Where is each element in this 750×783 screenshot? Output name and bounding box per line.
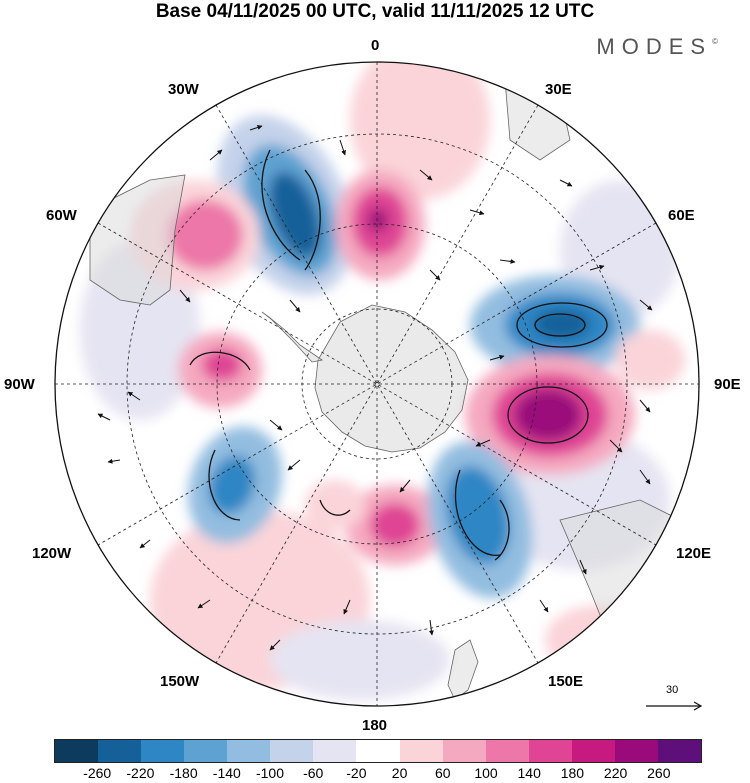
wind-vectors <box>97 125 653 651</box>
modes-logo: MODES© <box>596 34 718 60</box>
colorbar-swatch <box>356 740 400 762</box>
colorbar-swatch <box>98 740 142 762</box>
copyright-mark: © <box>712 36 718 46</box>
colorbar-tick-label: 260 <box>647 765 671 781</box>
lon-label-30e: 30E <box>545 81 572 98</box>
colorbar-swatch <box>614 740 658 762</box>
chart-title: Base 04/11/2025 00 UTC, valid 11/11/2025… <box>155 1 595 22</box>
lon-label-60e: 60E <box>668 207 695 224</box>
brand-text: MODES <box>596 34 713 59</box>
colorbar-tick-label: -260 <box>83 765 112 781</box>
lon-label-90w: 90W <box>4 376 35 393</box>
lon-label-180: 180 <box>362 717 388 734</box>
colorbar-tick-label: -140 <box>212 765 241 781</box>
colorbar-swatch <box>313 740 357 762</box>
colorbar-tick-label: -100 <box>255 765 285 781</box>
lon-label-90e: 90E <box>714 376 741 393</box>
colorbar-swatch <box>55 740 99 762</box>
lon-label-0: 0 <box>371 37 380 54</box>
antarctic-peninsula <box>261 311 324 363</box>
antarctica-landmass <box>314 304 469 453</box>
colorbar-swatch <box>184 740 228 762</box>
colorbar-tick-label: -20 <box>346 765 367 781</box>
colorbar-swatch <box>571 740 615 762</box>
lon-label-60w: 60W <box>46 207 77 224</box>
lon-label-120e: 120E <box>676 545 712 562</box>
colorbar-tick-label: 100 <box>474 765 498 781</box>
map-boundary <box>54 61 700 707</box>
streamlines <box>189 149 608 561</box>
colorbar-tick-label: 20 <box>391 765 408 781</box>
graticule <box>55 62 699 706</box>
colorbar-tick-label: 60 <box>435 765 451 781</box>
colorbar-tick-labels: -260 -220 -180 -140 -100 -60 -20 20 60 100 140 180 2… <box>0 765 750 783</box>
reference-vector-label: 30 <box>666 684 679 696</box>
colorbar-tick-label: 180 <box>560 765 585 781</box>
colorbar-swatch <box>399 740 443 762</box>
reference-arrow-icon <box>646 701 703 711</box>
lon-label-30w: 30W <box>168 81 199 98</box>
polar-map <box>54 61 700 707</box>
south-america-tip <box>89 174 186 306</box>
colorbar-tick-label: 140 <box>517 765 541 781</box>
lon-label-150e: 150E <box>548 673 584 690</box>
colorbar-tick-label: -180 <box>169 765 198 781</box>
colorbar-swatch <box>227 740 271 762</box>
colorbar-tick-label: -60 <box>303 765 324 781</box>
colorbar-tick-label: 220 <box>603 765 628 781</box>
lon-label-120w: 120W <box>32 545 72 562</box>
lon-label-150w: 150W <box>160 673 200 690</box>
colorbar-swatch <box>657 740 701 762</box>
colorbar <box>54 739 702 763</box>
colorbar-swatch <box>528 740 572 762</box>
colorbar-swatch <box>270 740 314 762</box>
reference-vector: 30 <box>644 684 704 714</box>
new-zealand <box>447 639 479 701</box>
colorbar-swatch <box>141 740 185 762</box>
colorbar-swatch <box>485 740 529 762</box>
colorbar-tick-label: -220 <box>126 765 155 781</box>
colorbar-swatch <box>442 740 486 762</box>
